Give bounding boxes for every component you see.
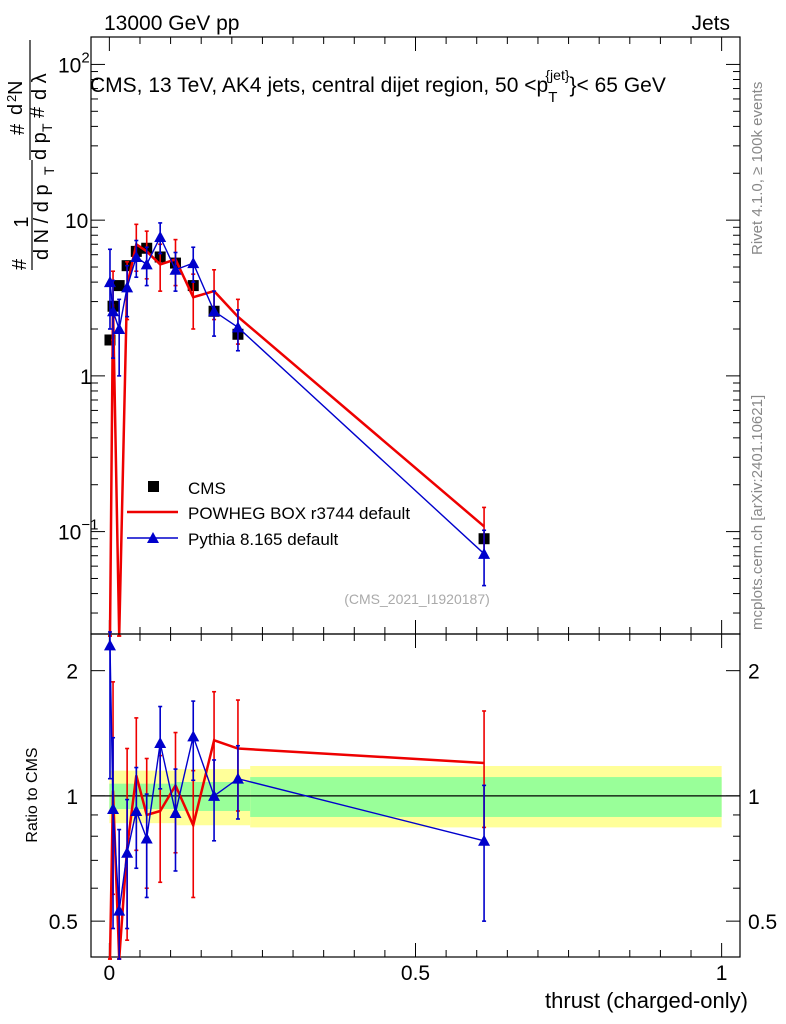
legend-pythia-label: Pythia 8.165 default: [188, 530, 339, 549]
cms-data-point: [113, 280, 125, 292]
ratio-uncertainty-bands: [91, 766, 740, 828]
svg-text:d λ: d λ: [29, 73, 51, 100]
x-tick-label: 1: [716, 962, 728, 985]
legend: CMS POWHEG BOX r3744 default Pythia 8.16…: [127, 479, 410, 549]
legend-cms-label: CMS: [188, 479, 226, 498]
main-y-tick-label: 102: [58, 49, 90, 77]
ratio-y-tick-label-left: 0.5: [49, 911, 78, 934]
svg-text:T: T: [39, 123, 55, 132]
triangle-marker: [187, 257, 200, 269]
triangle-marker: [208, 789, 221, 801]
series-line: [109, 645, 485, 911]
triangle-marker: [113, 322, 126, 334]
triangle-marker: [231, 321, 244, 333]
main-panel-marks: [103, 222, 491, 637]
triangle-marker: [140, 832, 153, 844]
main-y-tick-label: 1: [80, 366, 92, 389]
triangle-marker: [208, 305, 221, 317]
x-tick-labels: 0 0.5 1: [104, 962, 728, 985]
mcplots-label: mcplots.cern.ch [arXiv:2401.10621]: [749, 395, 766, 630]
svg-text:1: 1: [11, 216, 33, 227]
triangle-marker: [107, 803, 120, 815]
main-y-tick-labels: 10−1 1 10 102: [58, 49, 98, 544]
triangle-marker: [231, 772, 244, 784]
triangle-marker: [107, 305, 120, 317]
main-y-tick-label: 10−1: [58, 517, 98, 545]
triangle-marker: [169, 263, 182, 275]
svg-text:#: #: [27, 106, 49, 118]
x-tick-label: 0: [104, 962, 116, 985]
legend-cms-marker: [148, 481, 159, 492]
svg-text:2: 2: [4, 95, 19, 102]
ratio-y-tick-labels: 0.5 0.5 1 1 2 2: [49, 661, 777, 934]
ratio-y-tick-label-left: 1: [66, 786, 78, 809]
triangle-marker: [478, 834, 491, 846]
triangle-marker: [130, 250, 143, 262]
beam-label: 13000 GeV pp: [104, 12, 239, 35]
ratio-y-tick-label-right: 2: [748, 661, 760, 684]
process-label: Jets: [691, 12, 730, 35]
x-axis-label: thrust (charged-only): [545, 988, 748, 1013]
main-y-tick-label: 10: [65, 210, 88, 233]
triangle-marker: [154, 230, 167, 242]
triangle-marker: [121, 281, 134, 293]
cms-data-point: [104, 334, 116, 346]
triangle-marker: [113, 904, 126, 916]
ratio-band-inner: [250, 777, 722, 817]
x-tick-label: 0.5: [401, 962, 430, 985]
ratio-panel-marks: [103, 631, 491, 960]
triangle-marker: [187, 730, 200, 742]
triangle-marker: [154, 737, 167, 749]
plot-title: CMS, 13 TeV, AK4 jets, central dijet reg…: [90, 67, 666, 106]
triangle-marker: [140, 258, 153, 270]
triangle-marker: [169, 806, 182, 818]
svg-text:d N / d p: d N / d p: [31, 184, 53, 260]
ratio-y-axis-label: Ratio to CMS: [24, 747, 41, 842]
svg-text:N: N: [5, 81, 27, 95]
triangle-marker: [130, 804, 143, 816]
ratio-y-tick-label-right: 1: [748, 786, 760, 809]
triangle-marker: [478, 547, 491, 559]
rivet-version-label: Rivet 4.1.0, ≥ 100k events: [749, 82, 766, 255]
ratio-y-tick-label-left: 2: [66, 661, 78, 684]
svg-text:#: #: [9, 258, 31, 270]
svg-text:T: T: [41, 166, 57, 175]
series-line: [108, 738, 485, 960]
analysis-id: (CMS_2021_I1920187): [344, 591, 490, 607]
main-y-axis-label: # 1 d N / d p T # d 2 N d p T # d λ: [4, 40, 57, 270]
legend-powheg-label: POWHEG BOX r3744 default: [188, 504, 410, 523]
svg-text:d p: d p: [29, 132, 51, 160]
triangle-marker: [121, 846, 134, 858]
series-line: [108, 242, 485, 637]
legend-pythia-marker: [147, 532, 159, 543]
ratio-y-tick-label-right: 0.5: [748, 911, 777, 934]
svg-text:#: #: [7, 123, 29, 135]
triangle-marker: [103, 639, 116, 651]
svg-text:d: d: [5, 104, 27, 115]
